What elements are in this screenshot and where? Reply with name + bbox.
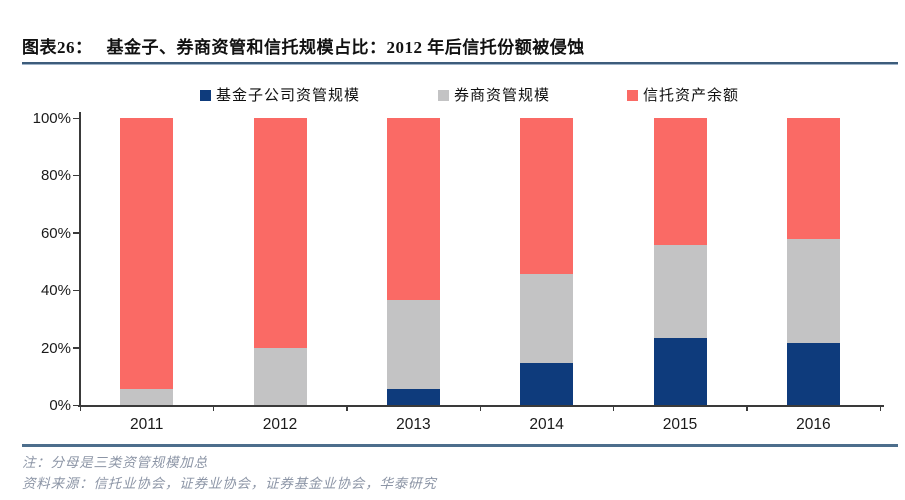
bar-segment-broker-2016 <box>786 238 840 344</box>
bar-segment-trust-2015 <box>653 118 707 246</box>
y-tick-label: 80% <box>40 167 71 185</box>
legend-swatch-icon <box>438 90 449 101</box>
x-axis-tick <box>746 405 748 411</box>
legend-swatch-icon <box>627 90 638 101</box>
bar-segment-trust-2016 <box>786 118 840 239</box>
x-category-label: 2014 <box>529 416 564 433</box>
legend-label: 信托资产余额 <box>643 88 740 104</box>
bar-segment-broker-2015 <box>653 245 707 339</box>
x-axis-tick <box>612 405 615 411</box>
bar-segment-fund-2013 <box>386 389 440 405</box>
x-axis-line <box>78 405 884 407</box>
x-category-label: 2012 <box>262 416 298 433</box>
bar-segment-trust-2013 <box>386 118 440 301</box>
legend-item-2: 券商资管规模 <box>438 84 550 104</box>
y-tick-label: 40% <box>40 282 71 300</box>
footer-rule <box>22 444 898 447</box>
x-axis-tick <box>879 405 881 411</box>
y-tick-label: 0% <box>49 397 71 414</box>
y-axis-line <box>79 112 81 406</box>
figure-number: 图表26： <box>22 38 93 57</box>
title-underline <box>22 62 898 65</box>
x-category-label: 2015 <box>662 416 698 433</box>
bar-segment-trust-2012 <box>253 118 307 348</box>
y-tick-label: 60% <box>40 224 71 242</box>
legend-item-1: 基金子公司资管规模 <box>200 84 360 104</box>
legend-label: 券商资管规模 <box>454 88 551 104</box>
y-tick-label: 20% <box>40 339 71 357</box>
bar-segment-fund-2015 <box>653 338 707 405</box>
bar-segment-fund-2016 <box>786 343 840 405</box>
y-axis-tick <box>73 289 80 292</box>
legend-item-3: 信托资产余额 <box>627 84 739 104</box>
x-category-label: 2016 <box>796 416 831 433</box>
x-category-label: 2013 <box>396 416 431 433</box>
y-axis-tick <box>73 117 80 119</box>
bar-segment-fund-2014 <box>520 363 574 405</box>
y-axis-tick <box>73 174 80 177</box>
y-axis-tick <box>73 404 80 406</box>
legend-label: 基金子公司资管规模 <box>216 88 361 104</box>
footnote-denominator: 注：分母是三类资管规模加总 <box>22 455 208 470</box>
bar-segment-trust-2011 <box>120 118 174 390</box>
x-axis-tick <box>479 405 481 411</box>
bar-segment-trust-2014 <box>520 118 574 275</box>
x-axis-tick <box>212 405 215 411</box>
x-axis-tick <box>79 405 81 411</box>
legend-swatch-icon <box>200 90 211 101</box>
page-title: 图表26： 基金子、券商资管和信托规模占比：2012 年后信托份额被侵蚀 <box>22 33 882 58</box>
figure-title-text: 基金子、券商资管和信托规模占比：2012 年后信托份额被侵蚀 <box>106 38 585 57</box>
footnote-source: 资料来源：信托业协会，证券业协会，证券基金业协会，华泰研究 <box>22 476 437 491</box>
x-category-label: 2011 <box>129 416 164 433</box>
x-axis-tick <box>346 405 348 411</box>
bar-segment-broker-2011 <box>120 389 174 405</box>
y-axis-tick <box>73 232 80 234</box>
bar-segment-broker-2014 <box>520 274 574 364</box>
bar-segment-broker-2012 <box>253 347 307 405</box>
y-tick-label: 100% <box>32 110 71 127</box>
y-axis-tick <box>73 347 80 349</box>
bar-segment-broker-2013 <box>386 300 440 390</box>
